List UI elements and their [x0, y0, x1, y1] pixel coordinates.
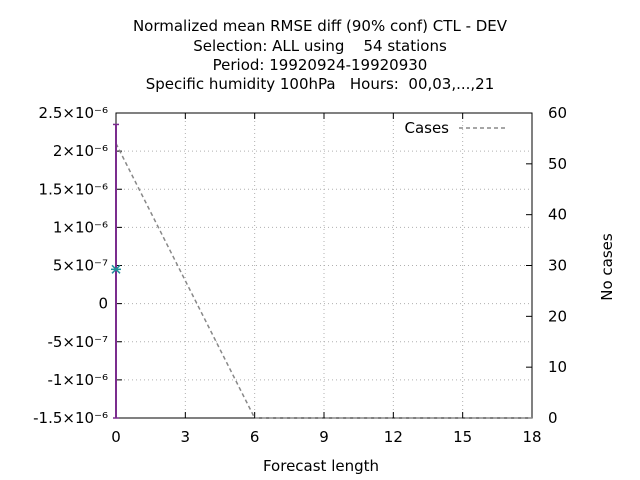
x-tick-label-5: 15 [453, 428, 472, 446]
chart-title-line-2: Selection: ALL using 54 stations [193, 37, 447, 55]
x-tick-label-2: 6 [250, 428, 260, 446]
y2-tick-label-3: 30 [548, 257, 567, 275]
y2-tick-label-4: 20 [548, 307, 567, 325]
y-tick-label-5: 0 [98, 295, 108, 313]
y-tick-label-8: -1.5×10⁻⁶ [33, 409, 108, 427]
y-tick-label-2: 1.5×10⁻⁶ [39, 180, 108, 198]
chart-title-line-4: Specific humidity 100hPa Hours: 00,03,..… [145, 75, 495, 93]
y2-tick-label-2: 40 [548, 206, 567, 224]
y-tick-label-3: 1×10⁻⁶ [53, 218, 108, 236]
y2-axis-label: No cases [598, 233, 616, 301]
y-tick-label-7: -1×10⁻⁶ [47, 371, 108, 389]
y2-tick-label-1: 50 [548, 155, 567, 173]
y-tick-label-6: -5×10⁻⁷ [47, 333, 108, 351]
y-tick-label-1: 2×10⁻⁶ [53, 142, 108, 160]
y2-tick-label-5: 10 [548, 358, 567, 376]
y-tick-label-4: 5×10⁻⁷ [53, 257, 108, 275]
y2-tick-label-6: 0 [548, 409, 558, 427]
x-tick-label-3: 9 [319, 428, 329, 446]
chart-title-line-1: Normalized mean RMSE diff (90% conf) CTL… [132, 17, 508, 35]
x-axis-label: Forecast length [263, 457, 379, 475]
y-tick-label-0: 2.5×10⁻⁶ [39, 104, 108, 122]
x-tick-label-6: 18 [522, 428, 541, 446]
x-tick-label-0: 0 [111, 428, 121, 446]
legend-label-0: Cases [404, 119, 449, 137]
x-tick-label-1: 3 [181, 428, 191, 446]
x-tick-label-4: 12 [384, 428, 403, 446]
y2-tick-label-0: 60 [548, 104, 567, 122]
chart-title-line-3: Period: 19920924-19920930 [212, 56, 428, 74]
series-line-0 [115, 143, 532, 419]
